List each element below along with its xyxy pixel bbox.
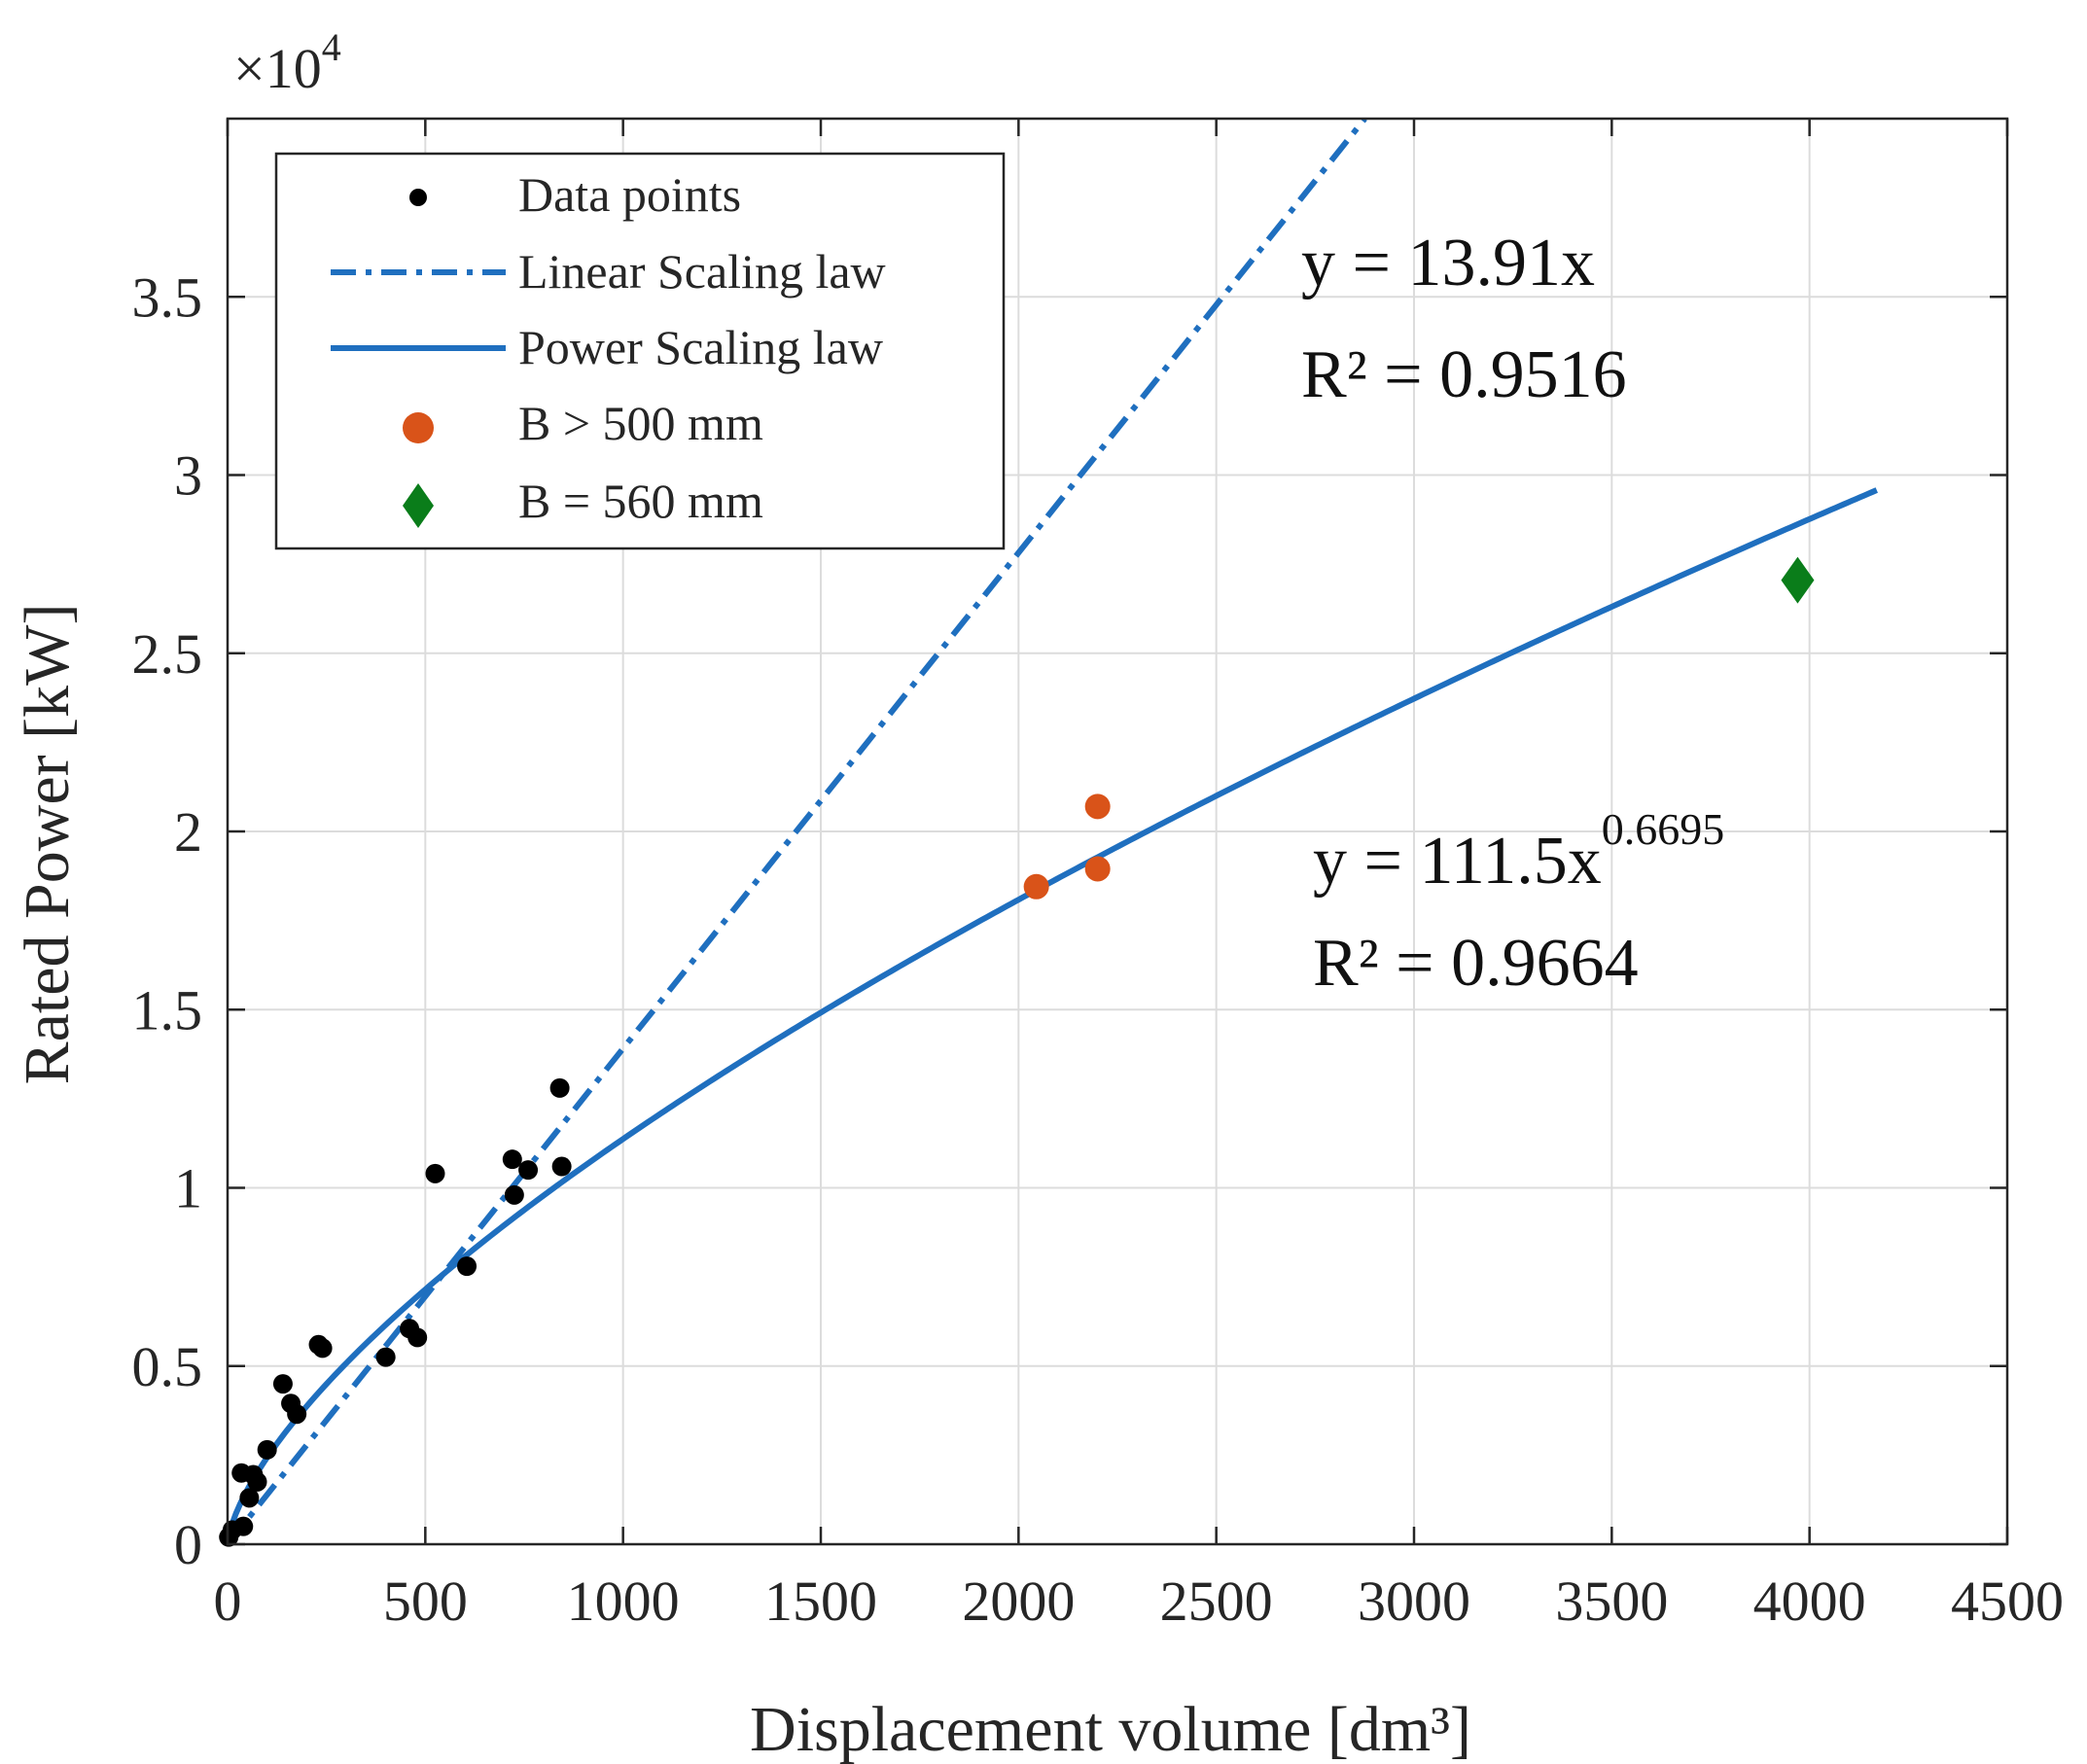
data-point	[425, 1163, 445, 1183]
x-tick-label: 3500	[1555, 1570, 1668, 1633]
tick-labels: 0 500 1000 1500 2000 2500 3000 3500 4000 4500 0 0.5…	[132, 265, 2065, 1633]
y-tick-label: 3.5	[132, 265, 203, 329]
x-tick-label: 3000	[1358, 1570, 1470, 1633]
legend: Data points Linear Scaling law Power Sca…	[274, 152, 1006, 550]
data-point	[457, 1256, 478, 1277]
data-point	[239, 1488, 260, 1508]
power-equation-base: y = 111.5x	[1313, 824, 1602, 899]
power-r2: R² = 0.9664	[1313, 926, 1639, 1001]
x-tick-label: 4000	[1753, 1570, 1866, 1633]
legend-label-data-points: Data points	[518, 167, 741, 222]
y-tick-label: 1.5	[132, 978, 203, 1041]
legend-label-linear: Linear Scaling law	[518, 244, 886, 299]
x-tick-label: 1000	[567, 1570, 680, 1633]
data-point	[549, 1077, 570, 1098]
data-point	[504, 1184, 524, 1205]
x-tick-label: 2500	[1160, 1570, 1273, 1633]
y-exponent-power: 4	[322, 25, 341, 69]
x-tick-label: 500	[383, 1570, 468, 1633]
y-axis-exponent: ×104	[233, 25, 341, 100]
linear-scaling-line	[228, 119, 1367, 1544]
y-exponent-base: ×10	[233, 37, 322, 100]
x-tick-label: 4500	[1951, 1570, 2064, 1633]
data-point-b-gt-500	[1084, 794, 1111, 820]
linear-r2: R² = 0.9516	[1301, 337, 1627, 412]
legend-marker-b-gt-500	[403, 412, 434, 443]
y-tick-label: 0.5	[132, 1335, 203, 1398]
y-tick-label: 2	[174, 800, 202, 864]
data-point	[247, 1471, 267, 1492]
legend-label-power: Power Scaling law	[518, 320, 883, 374]
legend-label-b-gt-500: B > 500 mm	[518, 396, 763, 450]
data-point	[312, 1338, 333, 1358]
x-tick-label: 0	[214, 1570, 242, 1633]
y-tick-label: 2.5	[132, 622, 203, 686]
legend-marker-data-points	[409, 189, 427, 206]
data-point-b-gt-500	[1023, 873, 1049, 900]
y-tick-label: 0	[174, 1513, 202, 1576]
legend-label-b-eq-560: B = 560 mm	[518, 474, 763, 528]
power-equation-exponent: 0.6695	[1602, 804, 1725, 854]
legend-marker-b-eq-560	[403, 483, 434, 528]
plot-area	[228, 119, 1878, 1544]
linear-equation: y = 13.91x	[1301, 226, 1595, 300]
data-point	[287, 1404, 307, 1425]
y-tick-label: 1	[174, 1157, 202, 1220]
data-point	[518, 1160, 539, 1181]
data-point	[407, 1327, 428, 1348]
axis-ticks	[226, 119, 2009, 1546]
y-axis-label: Rated Power [kW]	[12, 604, 83, 1085]
data-point	[233, 1516, 254, 1536]
data-point-b-eq-560	[1781, 556, 1815, 604]
y-tick-label: 3	[174, 444, 202, 508]
x-tick-label: 2000	[962, 1570, 1075, 1633]
power-scaling-curve	[228, 487, 1878, 1544]
data-point	[502, 1149, 522, 1170]
x-tick-label: 1500	[764, 1570, 877, 1633]
data-point	[551, 1156, 572, 1177]
data-point	[375, 1347, 396, 1367]
data-point	[272, 1374, 293, 1394]
data-point-b-gt-500	[1084, 856, 1111, 882]
x-axis-label: Displacement volume [dm³]	[750, 1694, 1471, 1764]
data-point	[257, 1439, 277, 1460]
power-equation: y = 111.5x0.6695	[1313, 804, 1724, 899]
